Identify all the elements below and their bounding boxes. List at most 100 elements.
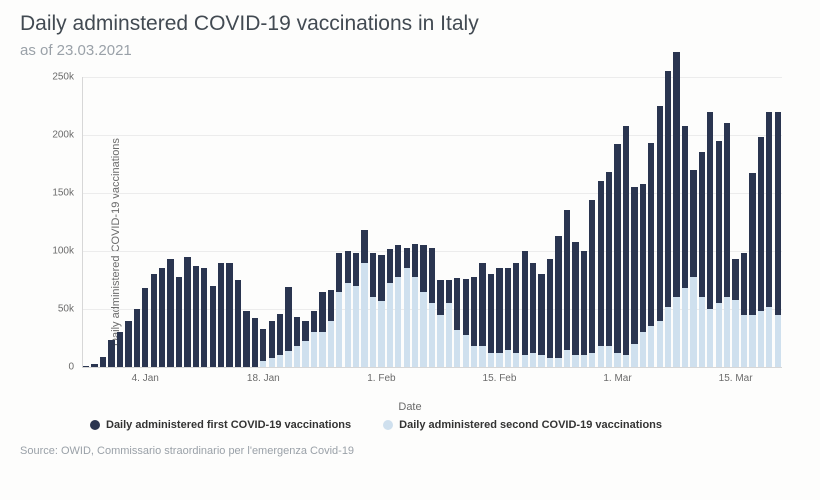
bar-first bbox=[648, 143, 654, 326]
bar-second bbox=[294, 346, 300, 367]
bar-second bbox=[420, 292, 426, 367]
bar-second bbox=[378, 301, 384, 367]
bar-first bbox=[134, 309, 140, 367]
chart-area: Daily administered COVID-19 vaccinations… bbox=[20, 67, 800, 417]
x-tick-label: 15. Feb bbox=[483, 367, 517, 384]
bar-second bbox=[614, 353, 620, 367]
bar-second bbox=[488, 353, 494, 367]
bar-first bbox=[775, 112, 781, 315]
x-tick-label: 1. Feb bbox=[367, 367, 395, 384]
bar-second bbox=[564, 350, 570, 367]
source-text: Source: OWID, Commissario straordinario … bbox=[20, 445, 800, 457]
bar-second bbox=[749, 315, 755, 367]
x-tick-label: 18. Jan bbox=[247, 367, 280, 384]
bar-first bbox=[522, 251, 528, 355]
bar-second bbox=[302, 341, 308, 367]
bar-first bbox=[319, 292, 325, 333]
bar-second bbox=[589, 353, 595, 367]
bar-second bbox=[345, 283, 351, 367]
bar-first bbox=[226, 263, 232, 367]
bar-first bbox=[479, 263, 485, 347]
y-tick-label: 150k bbox=[52, 188, 82, 199]
bar-first bbox=[631, 187, 637, 344]
bar-first bbox=[564, 210, 570, 349]
x-tick-label: 1. Mar bbox=[603, 367, 631, 384]
bar-second bbox=[682, 288, 688, 367]
bar-second bbox=[454, 330, 460, 367]
bar-second bbox=[640, 332, 646, 367]
chart-title: Daily adminstered COVID-19 vaccinations … bbox=[20, 12, 800, 36]
bar-second bbox=[361, 263, 367, 367]
bar-second bbox=[581, 355, 587, 367]
bar-first bbox=[690, 170, 696, 277]
bar-first bbox=[117, 332, 123, 367]
bar-first bbox=[547, 259, 553, 358]
bar-first bbox=[471, 277, 477, 347]
bar-second bbox=[657, 321, 663, 367]
bar-second bbox=[277, 355, 283, 367]
bar-second bbox=[538, 355, 544, 367]
legend-item-first: Daily administered first COVID-19 vaccin… bbox=[90, 419, 351, 431]
bar-first bbox=[412, 244, 418, 276]
x-tick-label: 4. Jan bbox=[132, 367, 159, 384]
bar-first bbox=[311, 311, 317, 332]
bar-second bbox=[766, 307, 772, 367]
bar-first bbox=[488, 274, 494, 353]
bar-first bbox=[572, 242, 578, 356]
bar-second bbox=[412, 277, 418, 367]
legend: Daily administered first COVID-19 vaccin… bbox=[20, 419, 800, 431]
bar-first bbox=[513, 263, 519, 353]
bar-first bbox=[598, 181, 604, 346]
legend-label-first: Daily administered first COVID-19 vaccin… bbox=[106, 419, 351, 431]
bar-second bbox=[311, 332, 317, 367]
bar-first bbox=[530, 263, 536, 353]
bar-first bbox=[724, 123, 730, 297]
bar-first bbox=[716, 141, 722, 303]
bar-first bbox=[766, 112, 772, 307]
bar-first bbox=[707, 112, 713, 309]
bar-second bbox=[665, 307, 671, 367]
bar-first bbox=[496, 268, 502, 353]
y-tick-label: 100k bbox=[52, 246, 82, 257]
bar-first bbox=[167, 259, 173, 367]
bar-second bbox=[724, 297, 730, 367]
bar-first bbox=[606, 172, 612, 346]
bar-first bbox=[758, 137, 764, 311]
chart-container: Daily adminstered COVID-19 vaccinations … bbox=[0, 0, 820, 465]
bar-first bbox=[429, 248, 435, 304]
bar-first bbox=[91, 364, 97, 367]
bar-second bbox=[555, 358, 561, 367]
legend-item-second: Daily administered second COVID-19 vacci… bbox=[383, 419, 662, 431]
bar-first bbox=[100, 357, 106, 367]
bar-second bbox=[471, 346, 477, 367]
bar-second bbox=[437, 315, 443, 367]
bar-first bbox=[336, 253, 342, 291]
bar-first bbox=[454, 278, 460, 330]
bar-second bbox=[370, 297, 376, 367]
bar-second bbox=[496, 353, 502, 367]
bar-second bbox=[530, 353, 536, 367]
bar-second bbox=[716, 303, 722, 367]
chart-subtitle: as of 23.03.2021 bbox=[20, 42, 800, 59]
bar-first bbox=[108, 340, 114, 367]
bar-first bbox=[218, 263, 224, 367]
bar-second bbox=[336, 292, 342, 367]
bar-first bbox=[699, 152, 705, 297]
bar-first bbox=[201, 268, 207, 367]
bar-first bbox=[378, 255, 384, 301]
bar-second bbox=[285, 351, 291, 367]
bar-second bbox=[404, 268, 410, 367]
bar-first bbox=[151, 274, 157, 367]
bar-second bbox=[606, 346, 612, 367]
bar-first bbox=[665, 71, 671, 306]
x-axis-label: Date bbox=[398, 401, 421, 413]
bar-first bbox=[446, 280, 452, 303]
bar-first bbox=[657, 106, 663, 321]
bar-first bbox=[420, 245, 426, 291]
bar-first bbox=[142, 288, 148, 367]
bar-second bbox=[699, 297, 705, 367]
bar-first bbox=[294, 317, 300, 346]
bars-group bbox=[82, 77, 782, 367]
bar-second bbox=[732, 300, 738, 367]
bar-second bbox=[673, 297, 679, 367]
